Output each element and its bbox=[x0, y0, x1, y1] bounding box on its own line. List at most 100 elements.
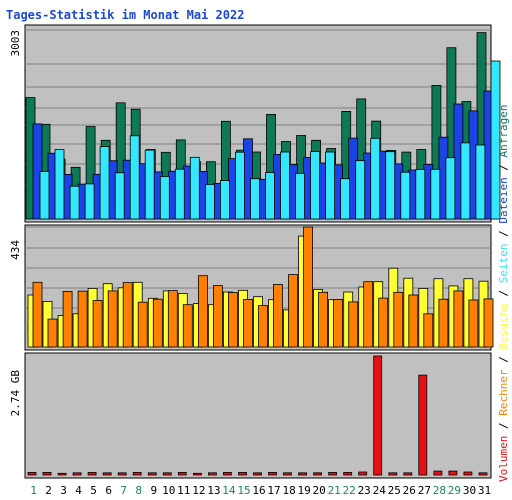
x-tick-label-day-24: 24 bbox=[373, 484, 387, 497]
legend-item-anfragen: Anfragen bbox=[497, 104, 510, 157]
bar-rechner-day-29 bbox=[453, 290, 464, 348]
x-tick-label-day-25: 25 bbox=[388, 484, 401, 497]
bar-volumen-day-23 bbox=[358, 471, 368, 476]
bar-seiten-day-29 bbox=[460, 142, 471, 220]
bar-rechner-day-30 bbox=[468, 299, 479, 348]
bar-rechner-day-14 bbox=[227, 292, 238, 348]
bar-rechner-day-24 bbox=[378, 297, 389, 348]
legend-item-volumen: Volumen bbox=[497, 436, 510, 482]
legend-separator: / bbox=[497, 283, 510, 303]
panels-layer: 3003 434 2.74 GB bbox=[9, 24, 501, 479]
panel-frame-volume bbox=[24, 352, 492, 479]
x-tick-label-day-23: 23 bbox=[358, 484, 371, 497]
bar-volumen-day-13 bbox=[207, 472, 217, 476]
bar-seiten-day-16 bbox=[265, 172, 275, 220]
x-tick-label-day-30: 30 bbox=[463, 484, 476, 497]
x-tick-label-day-31: 31 bbox=[478, 484, 491, 497]
legend: Volumen / Rechner / Besuche / Seiten / D… bbox=[497, 104, 510, 482]
bar-rechner-day-10 bbox=[167, 290, 178, 348]
bar-volumen-day-30 bbox=[463, 471, 473, 476]
bar-volumen-day-4 bbox=[72, 472, 82, 476]
bar-rechner-day-27 bbox=[423, 313, 434, 348]
bar-seiten-day-15 bbox=[250, 178, 260, 220]
bar-volumen-day-10 bbox=[162, 472, 172, 476]
x-tick-label-day-8: 8 bbox=[135, 484, 142, 497]
bar-rechner-day-11 bbox=[182, 304, 193, 348]
bar-seiten-day-2 bbox=[54, 149, 65, 220]
bar-seiten-day-14 bbox=[234, 151, 245, 220]
bar-volumen-day-18 bbox=[283, 472, 292, 476]
bar-seiten-day-8 bbox=[144, 149, 155, 220]
bar-rechner-day-19 bbox=[303, 226, 314, 348]
legend-separator: / bbox=[497, 224, 510, 244]
series-besuche bbox=[27, 235, 489, 348]
bar-rechner-day-3 bbox=[62, 290, 73, 348]
bar-volumen-day-2 bbox=[42, 471, 52, 476]
x-tick-label-day-27: 27 bbox=[418, 484, 431, 497]
x-tick-label-day-29: 29 bbox=[448, 484, 461, 497]
bar-seiten-day-6 bbox=[114, 172, 125, 220]
bar-volumen-day-17 bbox=[268, 471, 277, 476]
bar-volumen-day-31 bbox=[478, 472, 488, 476]
x-tick-label-day-20: 20 bbox=[312, 484, 325, 497]
bar-seiten-day-18 bbox=[295, 172, 305, 220]
bar-seiten-day-26 bbox=[415, 169, 426, 220]
bar-seiten-day-20 bbox=[325, 151, 336, 220]
x-tick-label-day-21: 21 bbox=[328, 484, 341, 497]
bar-rechner-day-23 bbox=[363, 281, 374, 348]
bar-seiten-day-7 bbox=[129, 135, 140, 220]
bar-volumen-day-22 bbox=[343, 471, 353, 476]
x-tick-label-day-28: 28 bbox=[433, 484, 446, 497]
bar-rechner-day-22 bbox=[348, 301, 359, 348]
y-axis-max-label-requests: 3003 bbox=[9, 30, 22, 57]
legend-separator: / bbox=[497, 157, 510, 177]
bar-seiten-day-3 bbox=[69, 185, 80, 220]
x-tick-label-day-2: 2 bbox=[45, 484, 52, 497]
bar-volumen-day-6 bbox=[102, 472, 112, 476]
panel-visits: 434 bbox=[9, 224, 494, 351]
bar-volumen-day-19 bbox=[298, 472, 308, 476]
bar-volumen-day-26 bbox=[403, 472, 413, 476]
bar-seiten-day-22 bbox=[355, 160, 366, 220]
x-tick-label-day-3: 3 bbox=[60, 484, 67, 497]
legend-item-seiten: Seiten bbox=[497, 244, 510, 284]
legend-item-dateien: Dateien bbox=[497, 177, 510, 223]
legend-text: Volumen / Rechner / Besuche / Seiten / D… bbox=[497, 104, 510, 482]
y-axis-max-label-volume: 2.74 GB bbox=[9, 370, 22, 417]
bar-seiten-day-12 bbox=[204, 183, 215, 220]
bar-rechner-day-4 bbox=[77, 290, 88, 348]
series-rechner bbox=[32, 226, 494, 348]
bar-volumen-day-29 bbox=[448, 470, 458, 476]
legend-item-besuche: Besuche bbox=[497, 303, 510, 349]
bar-seiten-day-11 bbox=[189, 156, 200, 220]
bar-seiten-day-9 bbox=[159, 176, 170, 220]
bar-rechner-day-15 bbox=[243, 298, 253, 348]
bar-rechner-day-6 bbox=[107, 290, 118, 348]
x-tick-label-day-15: 15 bbox=[237, 484, 250, 497]
bar-rechner-day-31 bbox=[483, 298, 494, 348]
bar-rechner-day-25 bbox=[393, 291, 404, 348]
x-tick-label-day-22: 22 bbox=[343, 484, 356, 497]
series-dateien bbox=[32, 90, 494, 220]
x-tick-label-day-16: 16 bbox=[252, 484, 265, 497]
bar-rechner-day-26 bbox=[408, 294, 419, 348]
bar-seiten-day-4 bbox=[84, 183, 95, 220]
x-tick-label-day-9: 9 bbox=[150, 484, 157, 497]
x-tick-label-day-12: 12 bbox=[192, 484, 205, 497]
bar-volumen-day-11 bbox=[177, 471, 187, 476]
legend-separator: / bbox=[497, 416, 510, 436]
bar-seiten-day-30 bbox=[475, 144, 486, 220]
bar-rechner-day-5 bbox=[92, 300, 103, 348]
x-tick-label-day-19: 19 bbox=[297, 484, 310, 497]
bar-rechner-day-9 bbox=[152, 298, 163, 348]
bar-rechner-day-2 bbox=[47, 318, 58, 348]
bar-seiten-day-23 bbox=[370, 137, 381, 220]
bar-seiten-day-21 bbox=[340, 178, 351, 220]
bar-volumen-day-3 bbox=[57, 472, 67, 476]
bar-seiten-day-27 bbox=[430, 168, 441, 220]
chart-title: Tages-Statistik im Monat Mai 2022 bbox=[6, 8, 244, 22]
x-axis-labels: 1 2 3 4 5 6 7 8 9 10 11 12 13 14 15 16 17 18 19 20 21 22 23 24 2… bbox=[30, 484, 491, 497]
bar-rechner-day-8 bbox=[137, 301, 148, 348]
